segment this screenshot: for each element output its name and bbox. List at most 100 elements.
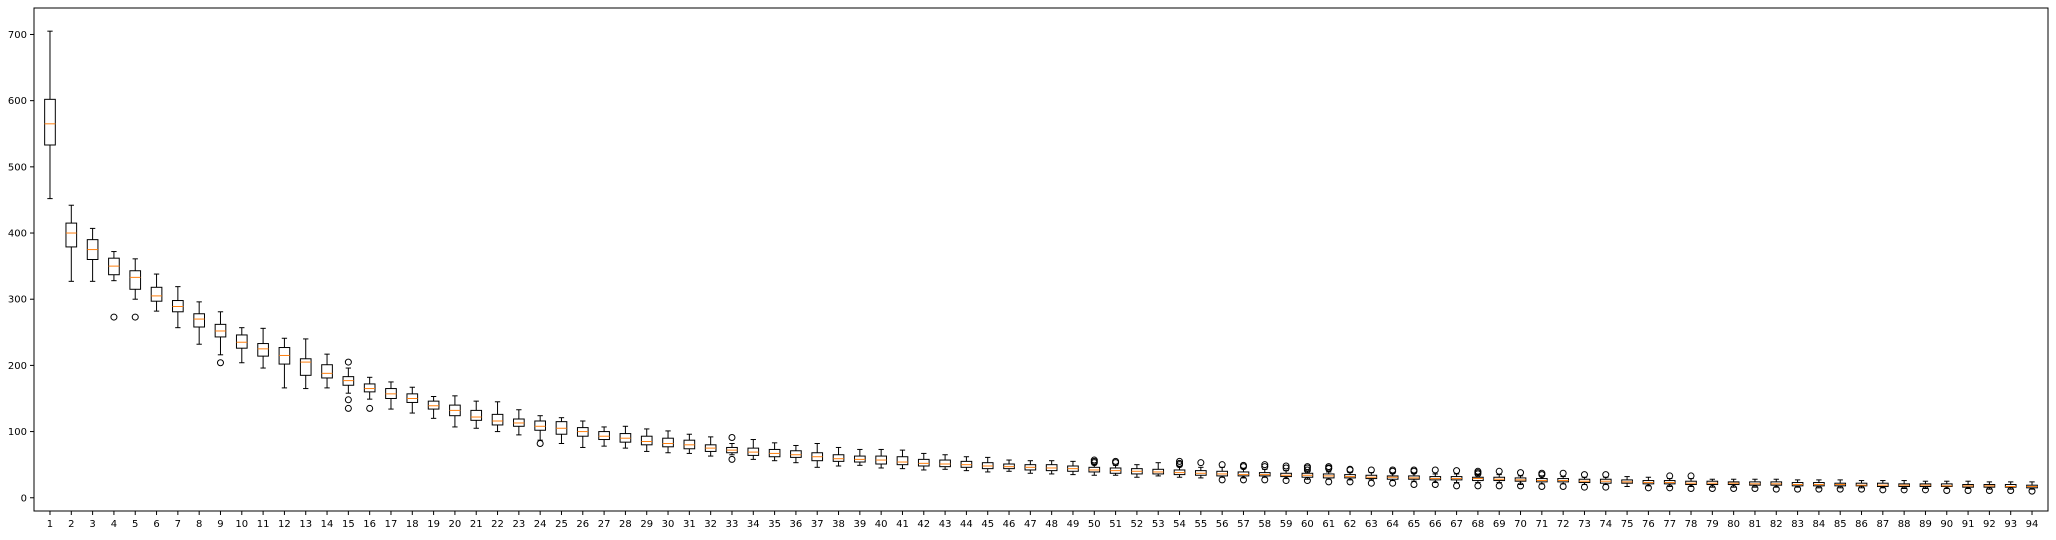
box-63 <box>1365 466 1378 487</box>
x-tick-label: 6 <box>153 519 159 530</box>
box-77 <box>1663 472 1676 492</box>
outlier-point <box>1495 482 1503 490</box>
box-10 <box>235 327 248 364</box>
outlier-point <box>1858 485 1866 493</box>
box-43 <box>939 454 951 470</box>
outlier-point <box>1389 479 1397 487</box>
box-86 <box>1855 480 1868 493</box>
outlier-point <box>1772 485 1780 493</box>
box-62 <box>1344 465 1356 486</box>
x-tick-label: 79 <box>1706 519 1719 530</box>
x-tick-label: 89 <box>1919 519 1932 530</box>
x-tick-label: 66 <box>1429 519 1442 530</box>
outlier-point <box>1431 466 1439 474</box>
iqr-box <box>150 286 163 302</box>
iqr-box <box>65 222 78 248</box>
box-12 <box>278 337 291 389</box>
box-27 <box>598 426 610 447</box>
outlier-point <box>1985 486 1993 494</box>
x-tick-label: 35 <box>768 519 781 530</box>
box-14 <box>321 353 333 389</box>
outlier-point <box>1900 486 1908 494</box>
x-tick-label: 16 <box>363 519 376 530</box>
box-32 <box>704 436 717 457</box>
box-28 <box>619 425 632 449</box>
x-tick-label: 12 <box>278 519 291 530</box>
iqr-box <box>832 454 845 462</box>
x-tick-label: 61 <box>1322 519 1335 530</box>
y-tick-label: 100 <box>8 427 27 438</box>
y-tick-label: 0 <box>21 493 27 504</box>
x-tick-label: 84 <box>1813 519 1826 530</box>
outlier-point <box>1474 482 1482 490</box>
iqr-box <box>257 343 269 357</box>
box-59 <box>1280 462 1292 485</box>
box-25 <box>555 417 568 444</box>
outlier-point <box>1090 456 1098 464</box>
outlier-point <box>1644 484 1652 492</box>
box-33 <box>726 434 738 463</box>
box-72 <box>1557 469 1569 491</box>
x-tick-label: 53 <box>1152 519 1165 530</box>
outlier-point <box>1730 484 1738 492</box>
x-tick-label: 85 <box>1834 519 1847 530</box>
box-90 <box>1940 480 1953 494</box>
box-81 <box>1749 478 1761 492</box>
outlier-point <box>1346 478 1354 486</box>
x-axis: 1 2 3 4 5 6 7 8 9 10 11 12 13 14 15 16 17 18 19 20 21 22 23 24 2… <box>47 511 2038 530</box>
box-69 <box>1493 467 1506 490</box>
box-6 <box>150 273 163 312</box>
y-tick-label: 600 <box>8 96 27 107</box>
x-tick-label: 31 <box>683 519 696 530</box>
outlier-point <box>1239 476 1247 484</box>
x-tick-label: 73 <box>1578 519 1591 530</box>
iqr-box <box>640 435 653 446</box>
outlier-point <box>1303 466 1311 474</box>
iqr-box <box>299 358 312 376</box>
box-8 <box>193 301 205 345</box>
box-67 <box>1450 467 1463 490</box>
iqr-box <box>129 270 142 290</box>
x-tick-label: 46 <box>1003 519 1016 530</box>
box-1 <box>44 30 56 200</box>
box-17 <box>385 381 397 410</box>
outlier-point <box>1261 461 1269 469</box>
x-tick-label: 30 <box>662 519 675 530</box>
x-tick-label: 33 <box>726 519 739 530</box>
x-tick-label: 51 <box>1109 519 1122 530</box>
outlier-point <box>344 404 352 412</box>
box-7 <box>172 286 184 329</box>
box-45 <box>981 456 994 473</box>
x-tick-label: 44 <box>960 519 973 530</box>
outlier-point <box>1239 463 1247 471</box>
box-51 <box>1109 457 1122 476</box>
outlier-point <box>131 313 139 321</box>
box-55 <box>1195 459 1207 479</box>
box-42 <box>917 452 930 471</box>
y-tick-label: 300 <box>8 295 27 306</box>
box-15 <box>342 358 355 412</box>
box-75 <box>1621 476 1633 488</box>
box-53 <box>1152 462 1165 477</box>
outlier-point <box>2007 486 2015 494</box>
x-tick-label: 25 <box>555 519 568 530</box>
x-tick-label: 68 <box>1472 519 1485 530</box>
outlier-point <box>1559 483 1567 491</box>
x-tick-label: 13 <box>299 519 312 530</box>
box-85 <box>1834 479 1847 493</box>
x-tick-label: 77 <box>1663 519 1676 530</box>
box-79 <box>1706 478 1719 492</box>
outlier-point <box>1453 482 1461 490</box>
box-64 <box>1386 466 1399 487</box>
iqr-box <box>896 456 909 466</box>
box-47 <box>1024 460 1037 474</box>
outlier-point <box>1517 482 1525 490</box>
iqr-box <box>790 450 802 458</box>
x-tick-label: 27 <box>598 519 611 530</box>
box-50 <box>1088 456 1101 476</box>
plot-frame <box>33 7 2049 512</box>
iqr-box <box>662 437 674 448</box>
outlier-point <box>110 313 118 321</box>
y-tick-label: 400 <box>8 229 27 240</box>
